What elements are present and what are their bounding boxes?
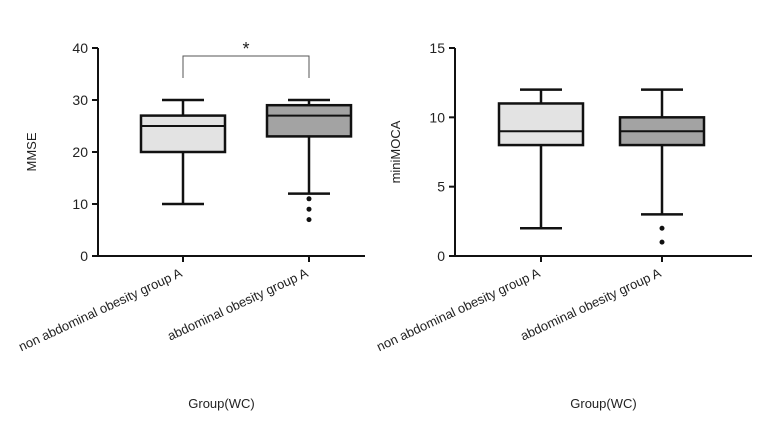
y-tick-label: 30 (72, 92, 88, 108)
box (265, 103, 353, 138)
y-tick-label: 20 (72, 144, 88, 160)
outlier (659, 225, 665, 231)
y-tick-label: 10 (429, 109, 445, 125)
x-tick-label: abdominal obesity group A (165, 265, 310, 343)
y-axis-label: miniMOCA (388, 120, 403, 183)
outlier (306, 217, 312, 223)
y-axis-label: MMSE (24, 132, 39, 171)
y-tick-label: 40 (72, 40, 88, 56)
significance-bracket (182, 55, 310, 78)
outlier (306, 196, 312, 202)
x-tick-label: non abdominal obesity group A (374, 265, 542, 354)
x-axis-label: Group(WC) (570, 396, 636, 411)
y-tick-label: 0 (80, 248, 88, 264)
y-tick-label: 0 (437, 248, 445, 264)
box (497, 102, 585, 147)
x-axis-label: Group(WC) (188, 396, 254, 411)
outlier (306, 206, 312, 212)
box (139, 114, 227, 154)
y-tick-label: 10 (72, 196, 88, 212)
x-tick-label: non abdominal obesity group A (16, 265, 184, 354)
outlier (659, 239, 665, 245)
y-tick-label: 5 (437, 179, 445, 195)
y-tick-label: 15 (429, 40, 445, 56)
significance-label: * (242, 39, 249, 59)
